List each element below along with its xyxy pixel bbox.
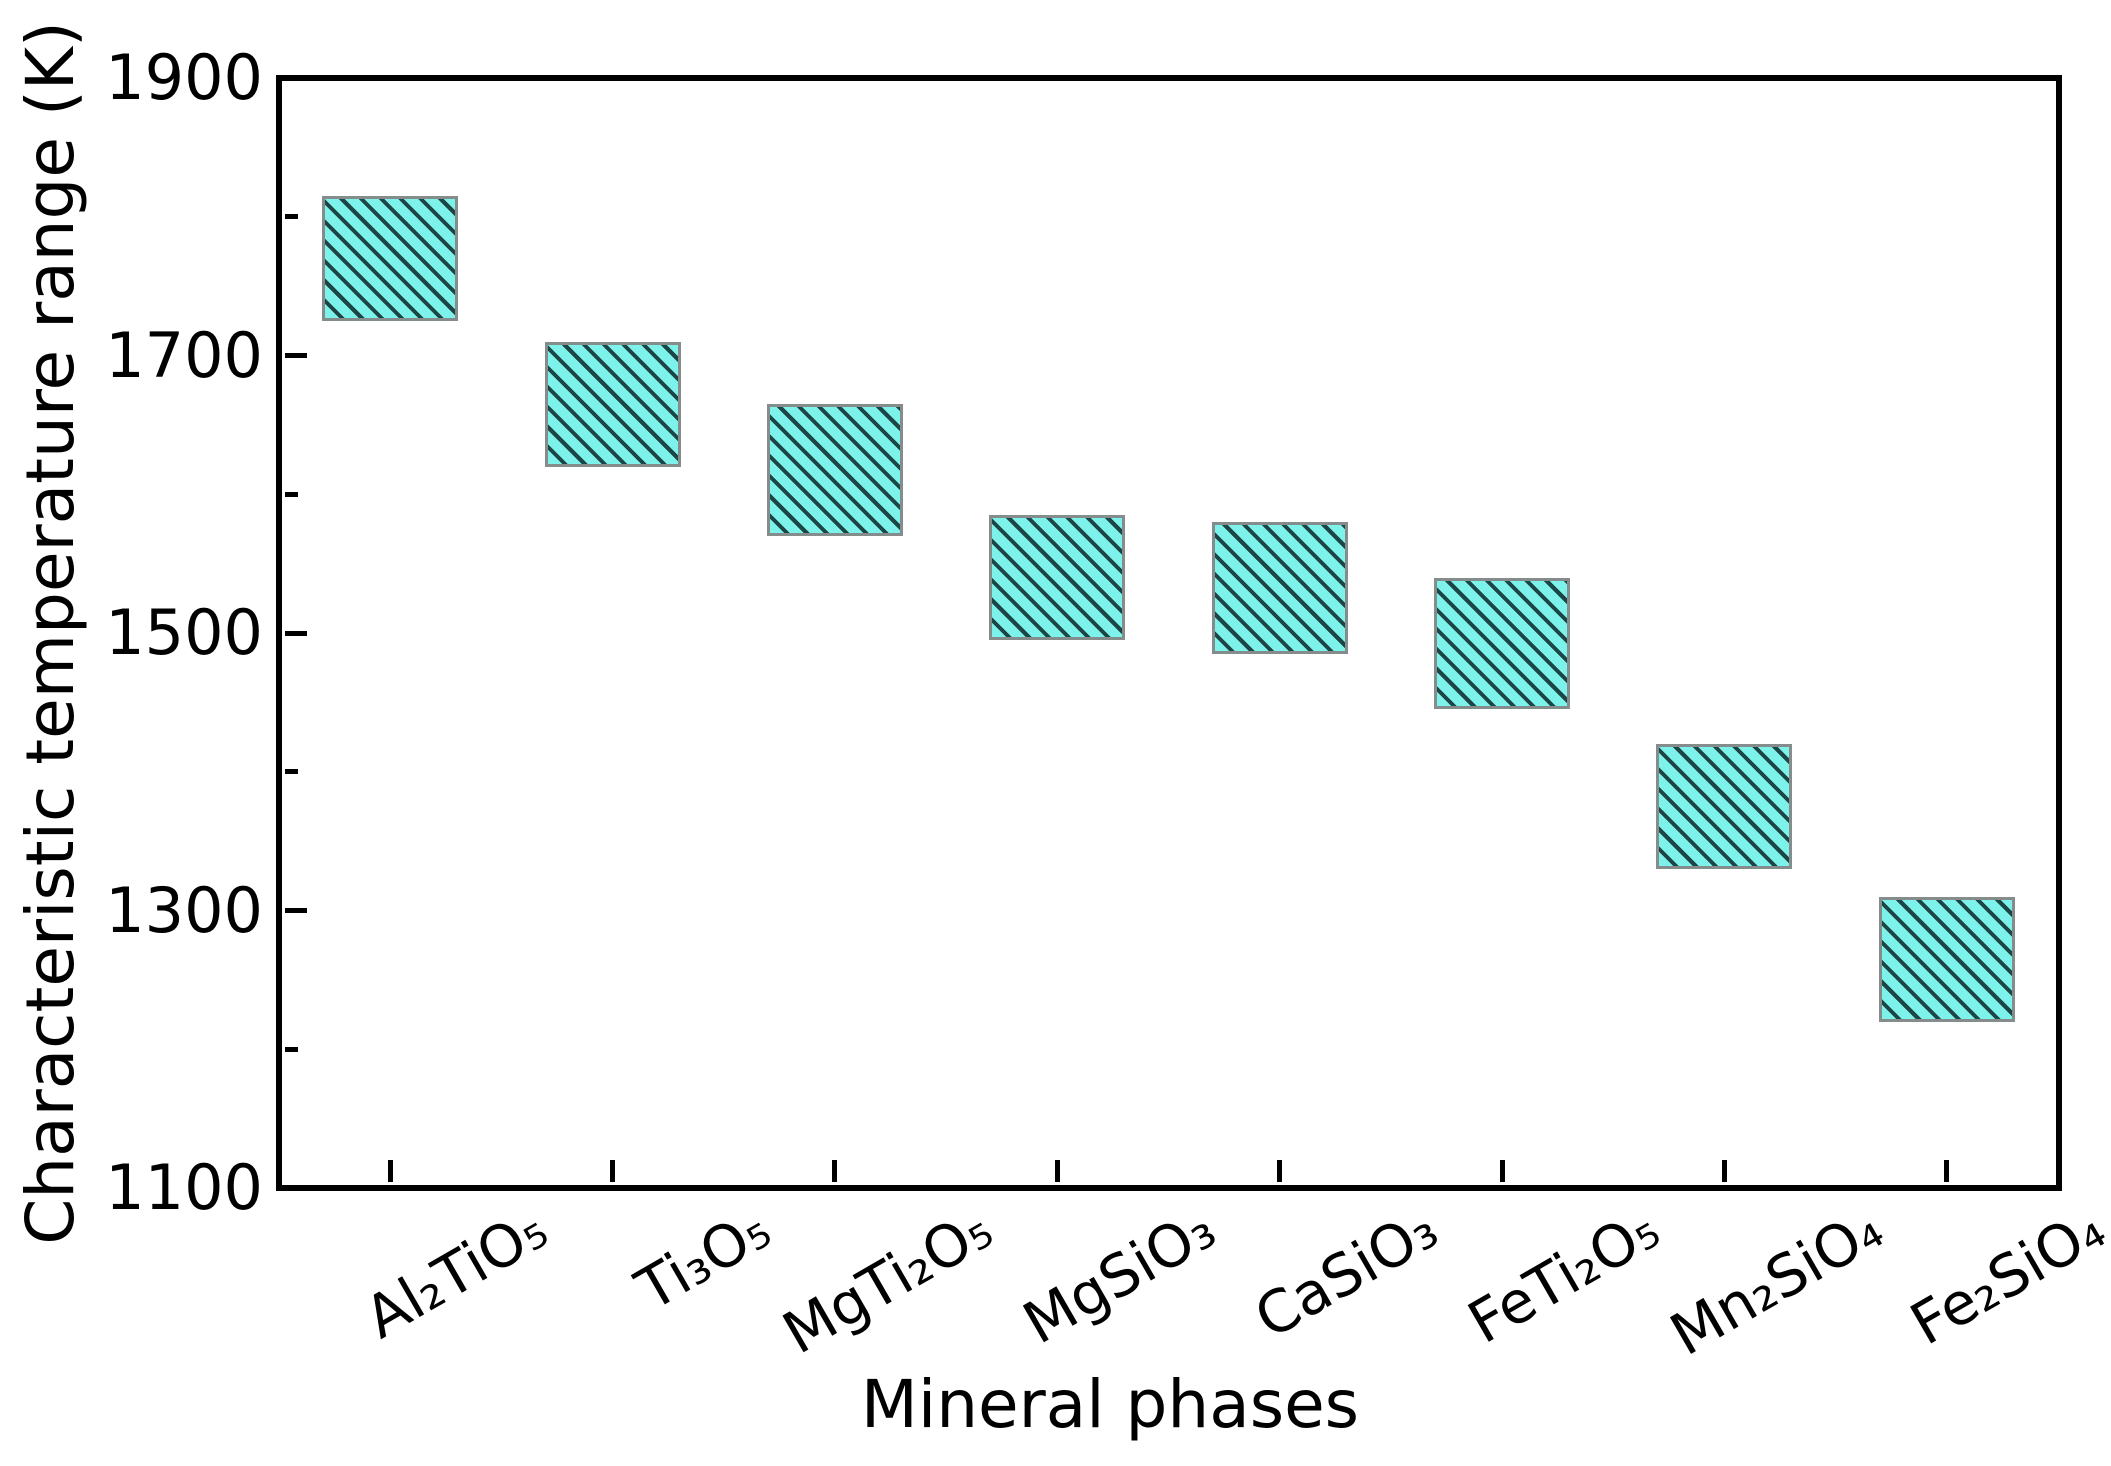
range-box-4 [989,515,1126,640]
y-tick-label: 1900 [105,41,263,114]
range-box-6 [1434,577,1571,710]
x-category-tick [1054,1160,1060,1182]
y-tick-label: 1300 [105,873,263,947]
y-tick-label: 1700 [105,318,263,392]
x-tick-label: Fe₂SiO₄ [1899,1194,2111,1359]
x-category-tick [832,1160,838,1182]
y-minor-tick [285,1046,298,1052]
y-minor-tick [285,491,298,497]
x-tick-label: CaSiO₃ [1243,1194,1449,1352]
x-tick-label: MgTi₂O₅ [771,1194,1004,1368]
plot-frame [276,75,2062,1191]
x-category-tick [1277,1160,1283,1182]
y-minor-tick [285,769,298,775]
range-box-2 [544,341,681,467]
x-category-tick [387,1160,393,1182]
x-tick-label: MgSiO₃ [1011,1194,1227,1358]
x-axis-title: Mineral phases [860,1366,1360,1443]
y-major-tick [285,908,307,913]
x-category-tick [1944,1160,1950,1182]
y-major-tick [285,630,307,636]
range-box-5 [1211,522,1348,654]
range-box-1 [322,195,459,321]
range-box-8 [1878,896,2015,1022]
x-category-tick [1499,1160,1505,1182]
range-box-3 [766,404,903,536]
x-tick-label: Mn₂SiO₄ [1658,1194,1894,1369]
y-tick-label: 1100 [105,1151,263,1224]
y-minor-tick [285,214,298,220]
x-category-tick [1721,1160,1727,1182]
x-category-tick [610,1160,616,1182]
y-tick-label: 1500 [105,596,263,669]
x-tick-label: FeTi₂O₅ [1457,1194,1672,1357]
x-tick-label: Al₂TiO₅ [353,1194,560,1352]
y-major-tick [285,353,307,358]
x-tick-label: Ti₃O₅ [624,1194,782,1324]
range-box-7 [1656,744,1793,869]
